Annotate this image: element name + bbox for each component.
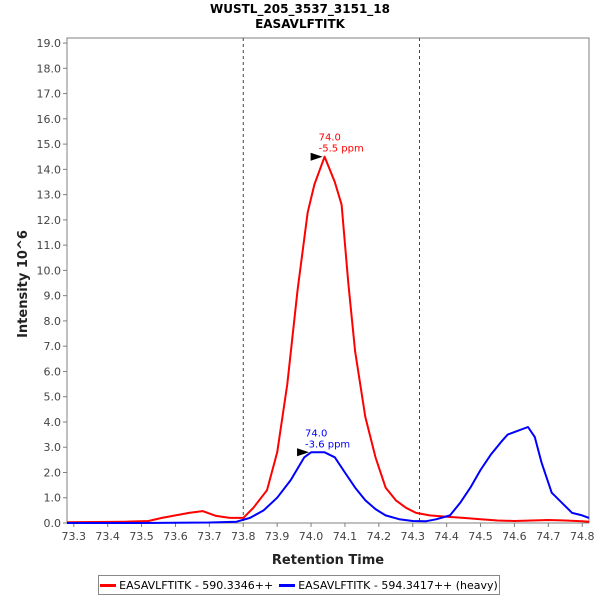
peak-arrow-icon: [297, 448, 310, 457]
y-tick-label: 19.0: [37, 37, 62, 50]
x-tick-label: 74.4: [434, 530, 459, 543]
y-tick-label: 16.0: [37, 113, 62, 126]
y-tick-label: 6.0: [44, 365, 62, 378]
y-tick-label: 0.0: [44, 517, 62, 530]
y-axis-label: Intensity 10^6: [16, 230, 31, 338]
plot-area: 0.0 1.0 2.0 3.0 4.0 5.0 6.0 7.0 8.0 9.0 10.0 11.0 12…: [37, 37, 595, 543]
y-tick-label: 7.0: [44, 340, 62, 353]
y-tick-label: 11.0: [37, 239, 62, 252]
y-tick-label: 5.0: [44, 391, 62, 404]
x-tick-label: 74.1: [333, 530, 358, 543]
peak-annotation-label: 74.0: [305, 428, 327, 439]
x-tick-label: 74.0: [299, 530, 324, 543]
legend-label-heavy: EASAVLFTITK - 594.3417++ (heavy): [298, 578, 498, 592]
x-tick-label: 74.7: [536, 530, 561, 543]
y-tick-label: 1.0: [44, 492, 62, 505]
peak-annotation-label: -5.5 ppm: [319, 144, 364, 155]
chart-title: WUSTL_205_3537_3151_18: [210, 2, 390, 17]
y-tick-label: 12.0: [37, 214, 62, 227]
x-tick-label: 73.7: [197, 530, 222, 543]
y-tick-label: 9.0: [44, 290, 62, 303]
y-tick-label: 18.0: [37, 62, 62, 75]
peak-annotation-label: -3.6 ppm: [305, 439, 350, 450]
x-tick-label: 73.6: [163, 530, 188, 543]
y-tick-label: 3.0: [44, 441, 62, 454]
peak-arrow-icon: [310, 152, 323, 161]
series-line-heavy: [67, 426, 590, 524]
x-tick-label: 73.9: [265, 530, 290, 543]
x-tick-label: 73.4: [95, 530, 120, 543]
x-tick-label: 73.3: [62, 530, 87, 543]
y-tick-label: 13.0: [37, 189, 62, 202]
legend-swatch-blue: [279, 583, 296, 587]
y-tick-label: 17.0: [37, 88, 62, 101]
x-tick-label: 73.8: [231, 530, 256, 543]
legend: EASAVLFTITK - 590.3346++ EASAVLFTITK - 5…: [98, 575, 500, 595]
x-tick-label: 74.3: [400, 530, 425, 543]
x-axis-label: Retention Time: [272, 553, 384, 568]
y-tick-label: 8.0: [44, 315, 62, 328]
legend-item-heavy: EASAVLFTITK - 594.3417++ (heavy): [279, 579, 498, 592]
chart-subtitle: EASAVLFTITK: [255, 17, 346, 31]
x-tick-label: 74.6: [502, 530, 527, 543]
x-tick-label: 74.8: [570, 530, 595, 543]
y-tick-label: 2.0: [44, 466, 62, 479]
legend-label-light: EASAVLFTITK - 590.3346++: [119, 578, 274, 592]
series-line-light: [66, 155, 590, 524]
y-tick-label: 4.0: [44, 416, 62, 429]
y-tick-label: 14.0: [37, 163, 62, 176]
x-tick-label: 74.2: [367, 530, 392, 543]
x-tick-label: 74.5: [468, 530, 493, 543]
peak-annotation-label: 74.0: [319, 133, 341, 144]
y-tick-label: 15.0: [37, 138, 62, 151]
legend-item-light: EASAVLFTITK - 590.3346++: [100, 579, 273, 592]
x-tick-label: 73.5: [129, 530, 154, 543]
legend-swatch-red: [100, 583, 117, 587]
y-tick-label: 10.0: [37, 264, 62, 277]
